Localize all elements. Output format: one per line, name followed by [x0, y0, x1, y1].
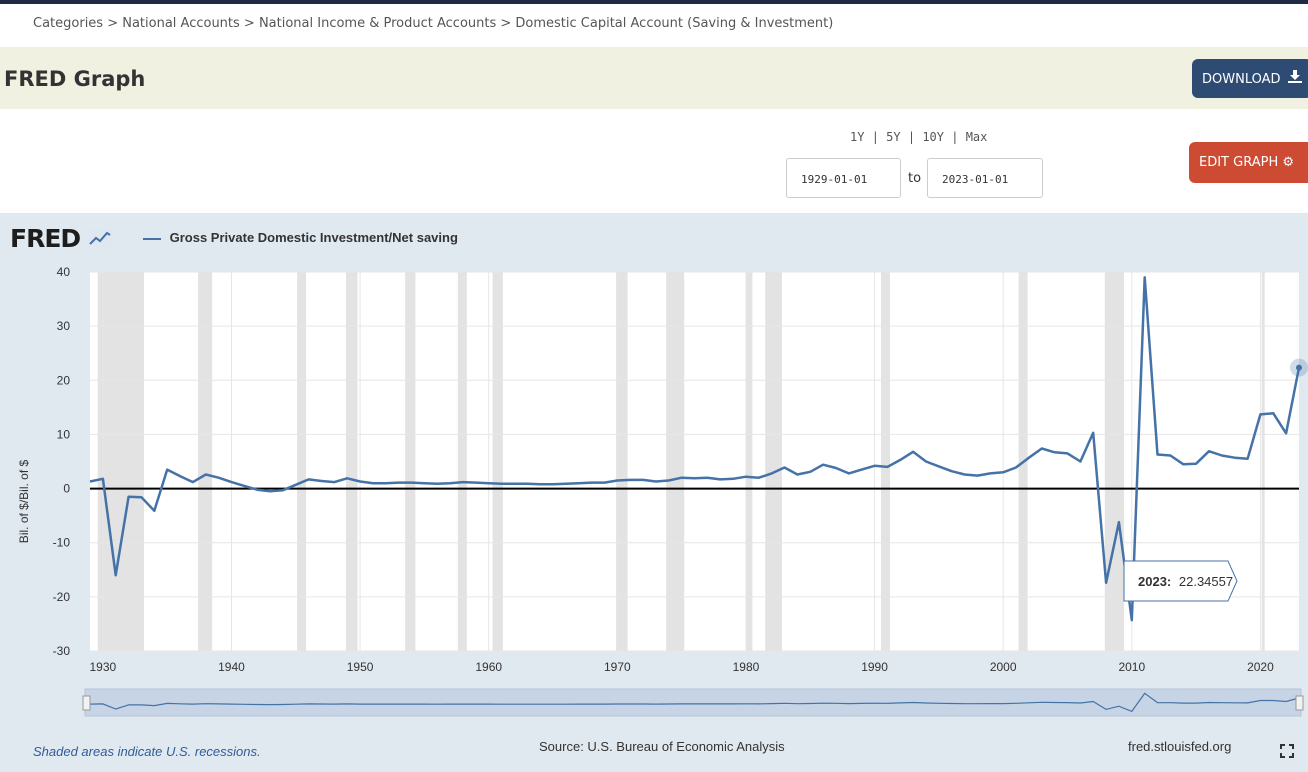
y-tick-label: 40	[57, 265, 71, 279]
grid-lines	[90, 271, 1299, 652]
page-title: FRED Graph	[4, 67, 146, 91]
x-tick-label: 2000	[990, 660, 1017, 674]
recession-band	[765, 272, 782, 651]
y-tick-label: 30	[57, 319, 71, 333]
y-tick-label: 10	[57, 427, 71, 441]
x-tick-label: 1970	[604, 660, 631, 674]
title-bar: FRED Graph DOWNLOAD	[0, 47, 1308, 109]
tooltip: 2023: 22.34557	[1123, 560, 1238, 602]
recession-band	[297, 272, 307, 651]
recession-band	[198, 272, 213, 651]
fred-logo-text: FRED	[10, 224, 81, 253]
breadcrumb[interactable]: Categories > National Accounts > Nationa…	[33, 16, 834, 31]
plot-background	[90, 272, 1299, 651]
range-separator: |	[907, 130, 916, 144]
navigator-track	[84, 688, 1302, 717]
range-max-link[interactable]: Max	[965, 130, 988, 144]
x-tick-label: 1990	[861, 660, 888, 674]
y-tick-label: 0	[63, 482, 70, 496]
x-tick-label: 1940	[218, 660, 245, 674]
recession-band	[880, 272, 890, 651]
navigator-left-handle[interactable]	[82, 695, 91, 711]
recession-band	[666, 272, 685, 651]
end-date-input[interactable]: 2023-01-01	[927, 158, 1043, 198]
tooltip-box	[1123, 560, 1238, 602]
x-tick-label: 1980	[733, 660, 760, 674]
navigator-series	[89, 692, 1300, 713]
fred-logo-chart-icon	[87, 229, 112, 247]
range-1y-link[interactable]: 1Y	[850, 130, 865, 144]
x-tick-label: 1960	[475, 660, 502, 674]
download-button[interactable]: DOWNLOAD	[1192, 59, 1308, 98]
top-border	[0, 0, 1308, 4]
y-axis-label: Bil. of $/Bil. of $	[17, 459, 31, 543]
tooltip-year: 2023:	[1138, 574, 1171, 589]
download-icon	[1287, 70, 1302, 87]
range-separator: |	[871, 130, 879, 144]
x-tick-label: 1950	[347, 660, 374, 674]
recession-band	[405, 272, 416, 651]
recession-note: Shaded areas indicate U.S. recessions.	[33, 744, 261, 759]
y-tick-label: -20	[53, 590, 71, 604]
y-tick-label: -10	[53, 536, 71, 550]
recession-band	[457, 272, 467, 651]
legend-swatch	[143, 237, 161, 240]
edit-graph-button[interactable]: EDIT GRAPH ⚙	[1189, 142, 1308, 183]
tooltip-value: 22.34557	[1179, 574, 1233, 589]
y-tick-label: 20	[57, 373, 71, 387]
y-axis: 40 30 20 10 0 -10 -20 -30	[53, 265, 71, 658]
range-links: 1Y | 5Y | 10Y | Max	[850, 130, 987, 144]
edit-graph-label: EDIT GRAPH	[1199, 155, 1279, 170]
recession-bands	[90, 272, 1299, 651]
recession-band	[345, 272, 358, 651]
x-axis: 1930 1940 1950 1960 1970 1980 1990 2000 2010 2020	[90, 660, 1275, 674]
x-tick-label: 2020	[1247, 660, 1274, 674]
start-date-input[interactable]: 1929-01-01	[786, 158, 901, 198]
series-line[interactable]	[89, 276, 1301, 622]
y-tick-label: -30	[53, 644, 71, 658]
range-separator: |	[951, 130, 959, 144]
source-note: Source: U.S. Bureau of Economic Analysis	[539, 739, 785, 754]
recession-band	[97, 272, 145, 651]
recession-band	[1104, 272, 1125, 651]
x-tick-label: 1930	[90, 660, 117, 674]
recession-band	[1261, 272, 1265, 651]
range-5y-link[interactable]: 5Y	[886, 130, 901, 144]
gear-icon: ⚙	[1282, 155, 1295, 170]
hover-marker	[1296, 364, 1302, 371]
fred-logo: FRED	[10, 224, 112, 253]
to-label: to	[908, 171, 922, 186]
recession-band	[616, 272, 628, 651]
range-10y-link[interactable]: 10Y	[922, 130, 944, 144]
site-link[interactable]: fred.stlouisfed.org	[1128, 739, 1232, 754]
legend-series-name: Gross Private Domestic Investment/Net sa…	[169, 230, 458, 245]
recession-band	[492, 272, 503, 651]
chart-legend: Gross Private Domestic Investment/Net sa…	[143, 230, 458, 245]
navigator[interactable]	[82, 688, 1304, 717]
download-label: DOWNLOAD	[1202, 72, 1281, 87]
navigator-right-handle[interactable]	[1295, 695, 1304, 711]
x-tick-label: 2010	[1118, 660, 1145, 674]
recession-band	[745, 272, 753, 651]
fullscreen-icon[interactable]	[1280, 744, 1294, 762]
svg-text:2023: 22.34557: 2023: 22.34557	[1138, 574, 1233, 589]
hover-point	[1290, 358, 1308, 377]
